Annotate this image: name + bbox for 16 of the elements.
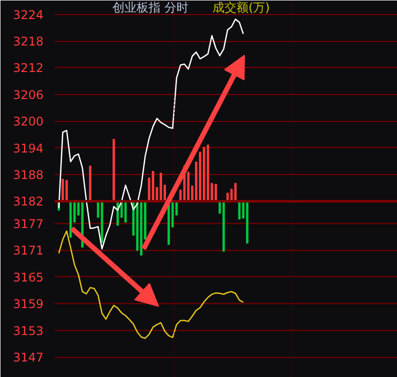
y-tick-label: 3182: [12, 194, 44, 209]
y-tick-label: 3212: [12, 61, 44, 76]
y-tick-label: 3188: [12, 168, 44, 182]
y-tick-label: 3194: [12, 141, 44, 156]
y-tick-label: 3200: [12, 114, 44, 129]
y-tick-label: 3165: [12, 270, 44, 284]
y-tick-label: 3224: [12, 8, 44, 22]
y-tick-label: 3147: [12, 350, 44, 365]
y-tick-label: 3218: [12, 34, 44, 49]
y-tick-label: 3206: [12, 88, 44, 102]
y-tick-label: 3177: [12, 216, 44, 231]
chart-subtitle: 成交额(万): [212, 0, 270, 14]
y-tick-label: 3153: [12, 324, 44, 338]
y-tick-label: 3171: [12, 244, 44, 258]
chart-title: 创业板指 分时: [112, 0, 188, 14]
y-tick-label: 3159: [12, 297, 44, 312]
